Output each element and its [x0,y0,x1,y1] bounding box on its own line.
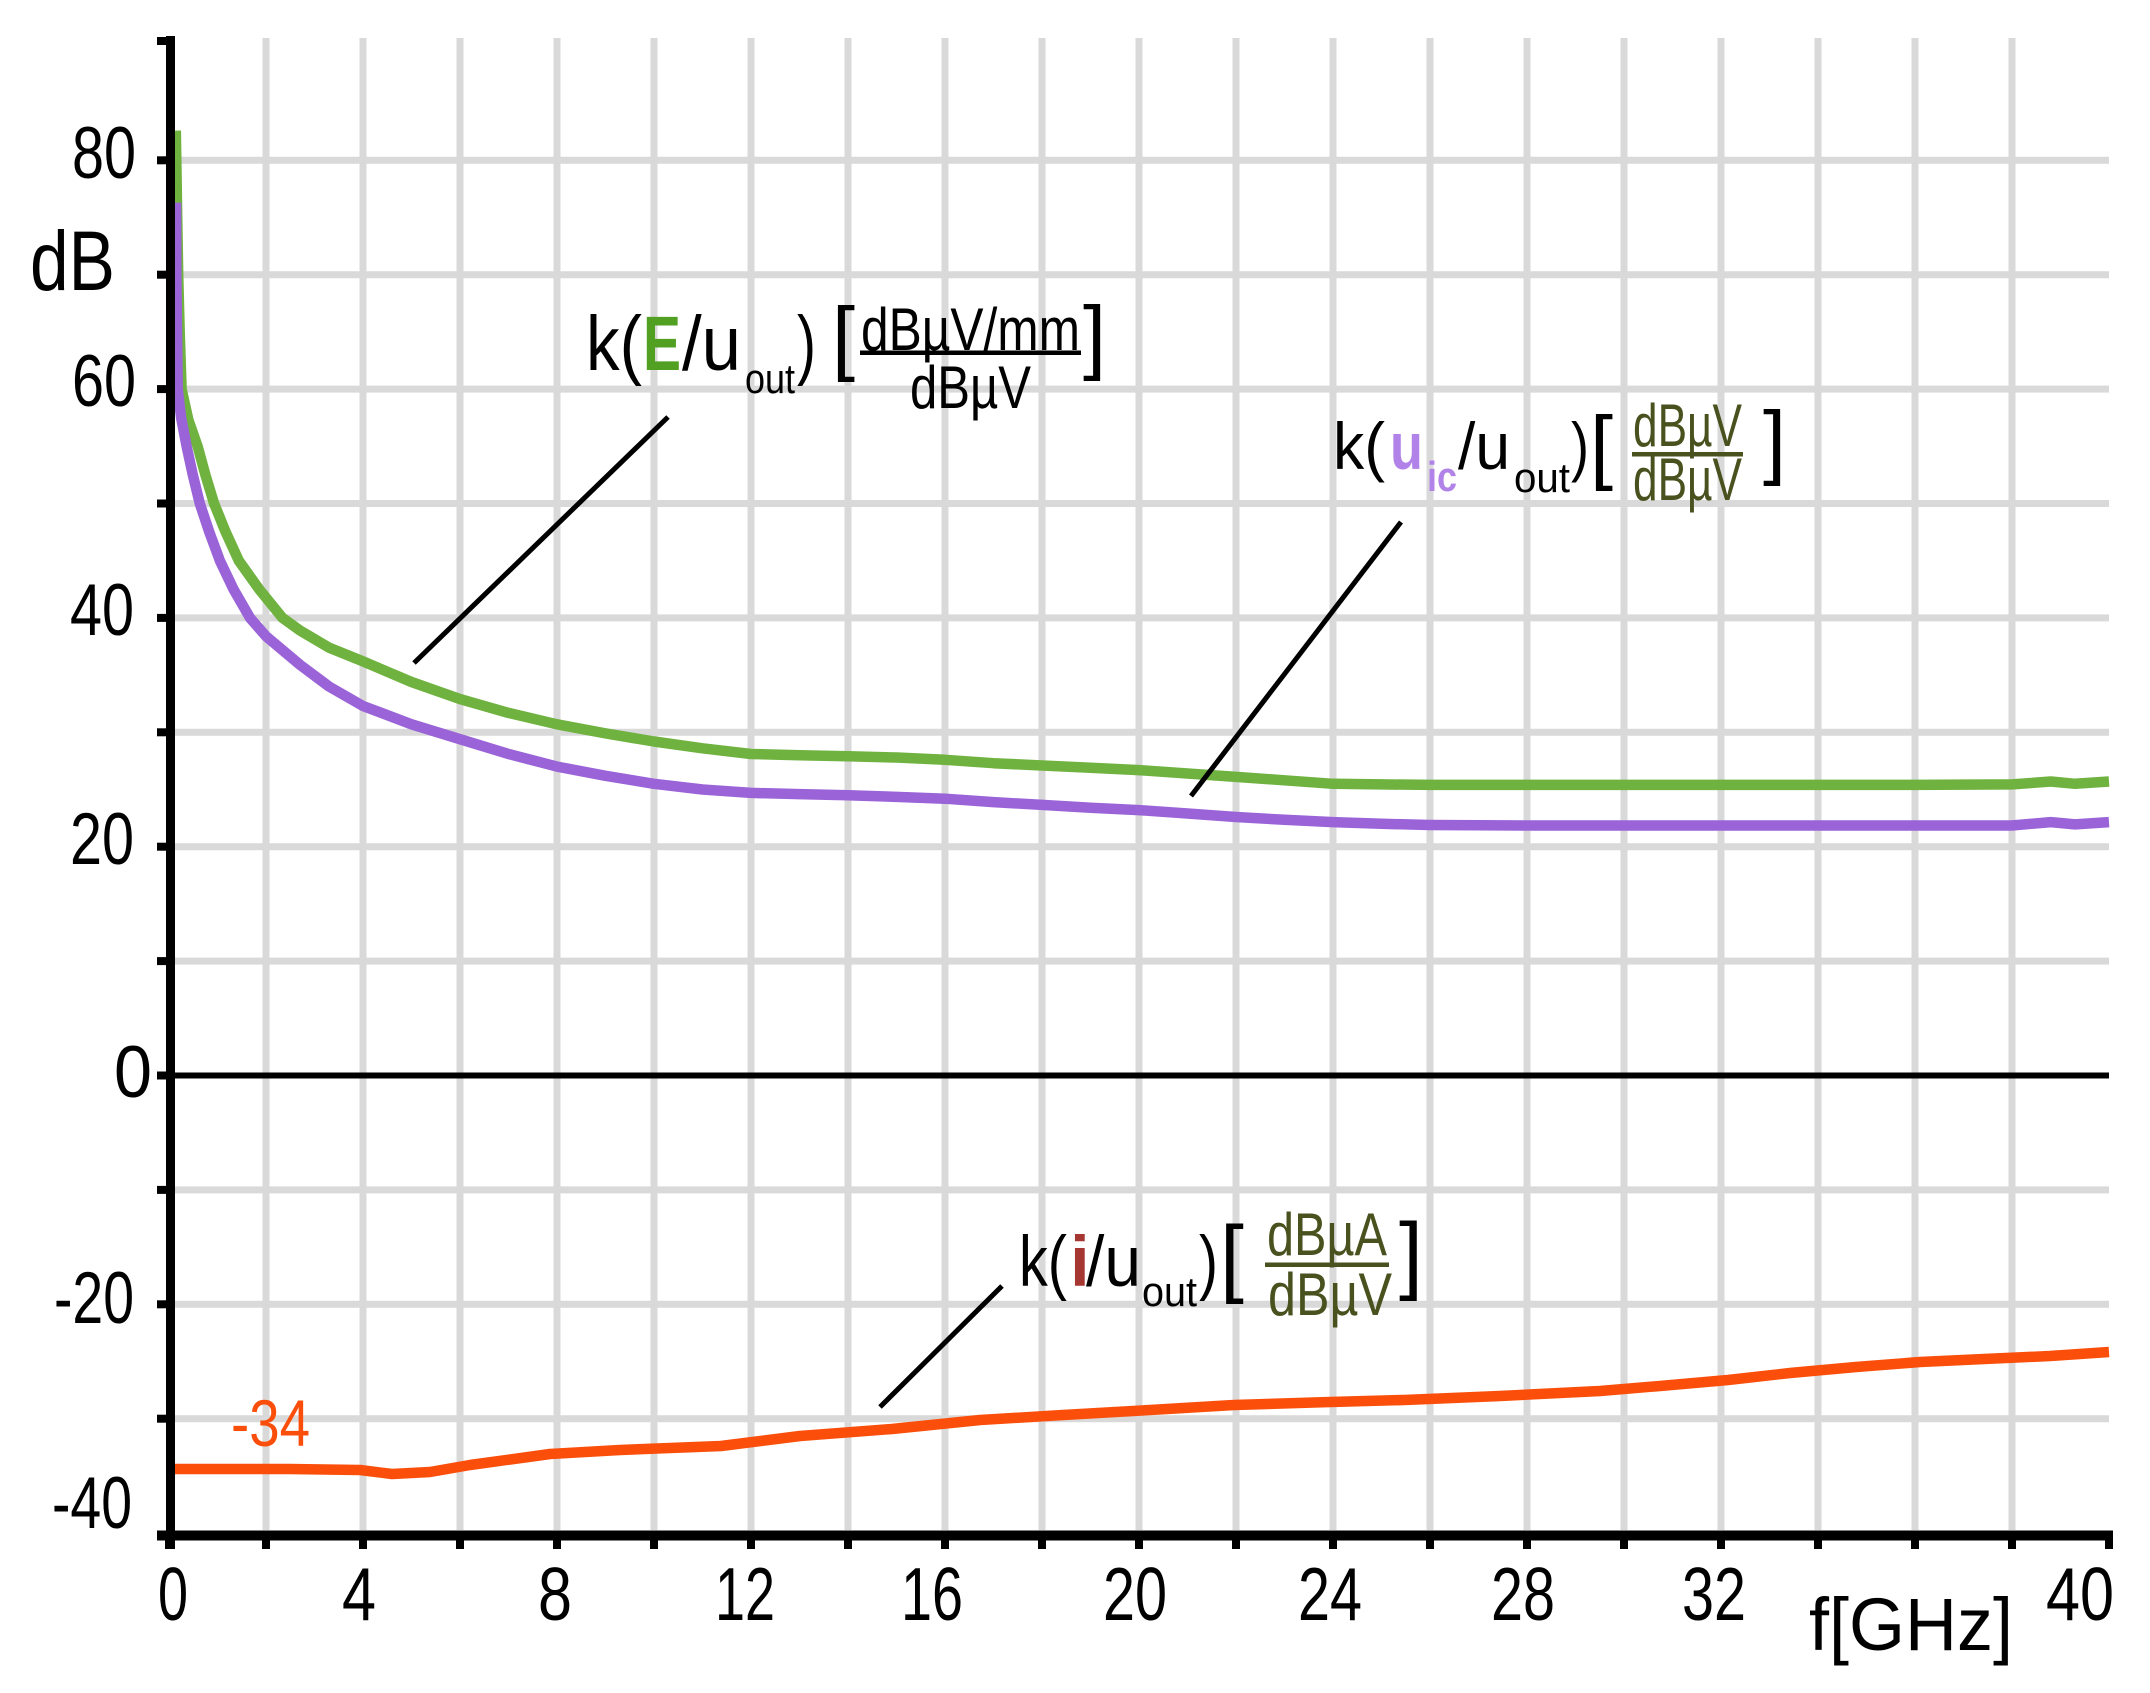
svg-text:-20: -20 [54,1258,134,1339]
svg-text:0: 0 [114,1032,152,1113]
svg-text:[: [ [832,290,855,383]
svg-text:dBµV: dBµV [910,354,1031,421]
svg-text:]: ] [1083,289,1106,382]
svg-text:f[GHz]: f[GHz] [1809,1583,2013,1666]
svg-text:40: 40 [70,570,134,651]
svg-text:-40: -40 [52,1463,132,1544]
svg-text:28: 28 [1491,1552,1555,1636]
svg-text:dBµV: dBµV [1633,446,1742,513]
svg-text:): ) [797,301,816,387]
svg-text:dBµA: dBµA [1267,1201,1387,1268]
svg-text:/u: /u [682,301,741,387]
svg-text:k(: k( [1333,409,1385,483]
svg-text:80: 80 [72,113,136,194]
svg-text:24: 24 [1298,1552,1362,1636]
svg-text:[: [ [1220,1209,1244,1305]
svg-text:20: 20 [70,799,134,880]
svg-text:60: 60 [72,341,136,422]
svg-text:[: [ [1590,399,1613,492]
svg-text:out: out [1142,1268,1197,1315]
svg-text:4: 4 [342,1552,376,1636]
svg-text:k(: k( [1019,1223,1067,1302]
svg-text:0: 0 [158,1552,188,1636]
svg-text:): ) [1571,409,1589,483]
svg-text:dBµV: dBµV [1268,1261,1392,1328]
svg-text:k(: k( [586,301,642,387]
svg-text:/u: /u [1086,1223,1141,1302]
svg-text:12: 12 [715,1552,775,1636]
svg-text:16: 16 [901,1552,963,1636]
svg-text:40: 40 [2046,1552,2114,1636]
svg-text:]: ] [1763,394,1786,487]
svg-text:ic: ic [1427,453,1457,500]
svg-text:dB: dB [30,214,115,308]
svg-text:20: 20 [1103,1552,1167,1636]
svg-text:/u: /u [1458,409,1510,483]
svg-text:): ) [1199,1223,1218,1302]
svg-text:out: out [1514,454,1570,501]
svg-text:out: out [745,355,795,402]
svg-text:E: E [643,301,681,387]
svg-text:]: ] [1399,1206,1423,1302]
svg-text:-34: -34 [231,1386,310,1460]
svg-text:u: u [1390,409,1423,483]
svg-text:i: i [1070,1223,1090,1302]
svg-text:32: 32 [1682,1552,1746,1636]
svg-text:8: 8 [538,1552,572,1636]
svg-text:dBµV: dBµV [1633,392,1742,459]
